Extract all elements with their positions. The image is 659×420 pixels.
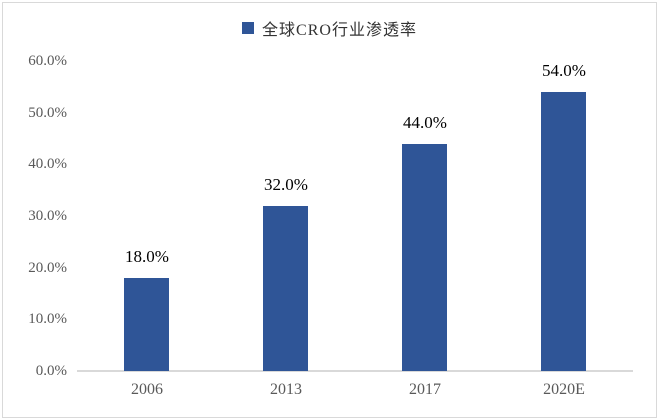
x-tick-label-2020E: 2020E: [543, 381, 585, 398]
y-tick-label: 30.0%: [28, 208, 67, 224]
data-label-2020E: 54.0%: [542, 61, 586, 80]
x-tick-label-2013: 2013: [270, 381, 302, 398]
x-tick-label-2006: 2006: [131, 381, 163, 398]
legend-swatch-icon: [242, 22, 255, 34]
bar-2017: [402, 144, 447, 371]
chart-legend: 全球CRO行业渗透率: [0, 15, 659, 41]
x-tick-label-2017: 2017: [409, 381, 441, 398]
data-label-2017: 44.0%: [403, 113, 447, 132]
bar-2013: [263, 206, 308, 371]
data-label-2013: 32.0%: [264, 175, 308, 194]
bar-2020E: [541, 92, 586, 371]
legend-label: 全球CRO行业渗透率: [262, 22, 417, 39]
y-tick-label: 50.0%: [28, 105, 67, 121]
y-tick-label: 40.0%: [28, 156, 67, 172]
y-tick-label: 10.0%: [28, 311, 67, 327]
x-axis-line: [77, 370, 633, 372]
data-label-2006: 18.0%: [125, 247, 169, 266]
y-tick-label: 0.0%: [35, 363, 67, 379]
bar-2006: [124, 278, 169, 371]
y-tick-label: 20.0%: [28, 260, 67, 276]
y-tick-label: 60.0%: [28, 53, 67, 69]
